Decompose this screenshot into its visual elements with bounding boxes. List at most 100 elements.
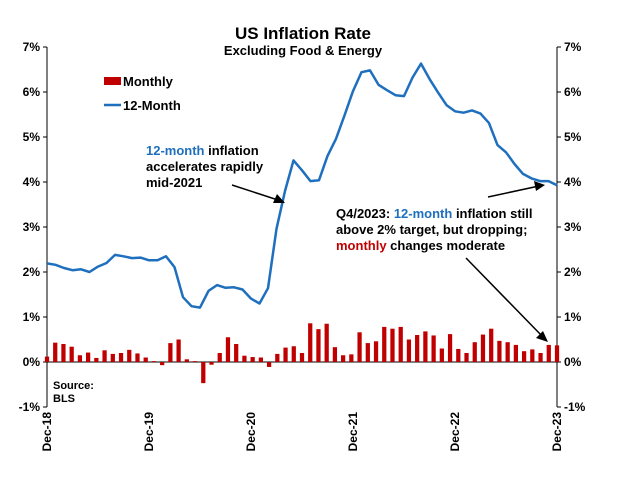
y-tick-label-right: 5%	[564, 130, 582, 144]
monthly-bar	[275, 353, 280, 362]
y-tick-label-left: 0%	[23, 355, 41, 369]
monthly-bar	[61, 344, 66, 362]
annotation-1-blue: 12-month	[146, 143, 205, 158]
monthly-bar	[217, 353, 222, 362]
monthly-bar	[176, 339, 181, 362]
monthly-bar	[521, 351, 527, 362]
annotation-2-arrow-up	[487, 185, 540, 198]
monthly-bar	[151, 361, 157, 362]
monthly-bar	[373, 341, 379, 362]
monthly-bar	[53, 342, 58, 362]
monthly-bar	[456, 348, 461, 362]
monthly-bar	[291, 346, 296, 362]
chart-subtitle: Excluding Food & Energy	[224, 43, 383, 58]
y-tick-label-left: 7%	[23, 40, 41, 54]
monthly-bar	[168, 343, 173, 362]
monthly-bar	[102, 350, 107, 362]
monthly-bar	[258, 357, 263, 362]
monthly-bar	[546, 344, 551, 362]
x-axis: Dec-18 Dec-19 Dec-20 Dec-21 Dec-22 Dec-23	[40, 412, 564, 452]
annotation-1-rest: inflation	[205, 143, 259, 158]
annotation-acceleration: 12-month inflation accelerates rapidly m…	[146, 143, 285, 203]
monthly-bar	[242, 355, 247, 362]
monthly-bar	[143, 357, 148, 362]
monthly-bar	[447, 334, 453, 362]
y-tick-label-left: 3%	[23, 220, 41, 234]
monthly-bar	[201, 362, 206, 384]
monthly-bar	[44, 356, 50, 362]
y-axis-left: 7% 6% 5% 4% 3% 2% 1% 0% -1%	[19, 40, 47, 414]
annotation-1-line3: mid-2021	[146, 175, 202, 190]
monthly-bar	[283, 347, 288, 362]
x-tick-label: Dec-23	[550, 412, 564, 452]
y-tick-label-right: 3%	[564, 220, 582, 234]
monthly-bar	[184, 359, 189, 362]
annotation-2-line3: monthly changes moderate	[336, 238, 505, 253]
y-tick-label-right: 7%	[564, 40, 582, 54]
annotation-1-line1: 12-month inflation	[146, 143, 259, 158]
monthly-bar	[365, 343, 370, 362]
x-tick-label: Dec-20	[244, 412, 258, 452]
annotation-2-line2: above 2% target, but dropping;	[336, 222, 527, 237]
annotation-2-arrow-down	[465, 257, 544, 338]
y-axis-right: 7% 6% 5% 4% 3% 2% 1% 0% -1%	[557, 40, 586, 414]
source-label: Source:	[53, 380, 94, 392]
monthly-bar	[431, 335, 436, 362]
y-tick-label-right: 0%	[564, 355, 582, 369]
monthly-bar	[423, 331, 428, 362]
annotation-1-line2: accelerates rapidly	[146, 159, 264, 174]
monthly-bar	[390, 328, 395, 362]
monthly-bar	[250, 357, 255, 362]
annotation-q4-2023: Q4/2023: 12-month inflation still above …	[336, 181, 548, 342]
source-value: BLS	[53, 393, 75, 405]
monthly-bar	[538, 353, 543, 362]
annotation-2-black: Q4/2023:	[336, 206, 394, 221]
y-tick-label-left: 6%	[23, 85, 41, 99]
monthly-bar	[308, 323, 313, 362]
annotation-1-arrowhead	[273, 194, 285, 203]
y-tick-label-left: 4%	[23, 175, 41, 189]
monthly-bar	[266, 362, 272, 367]
monthly-bar	[192, 361, 198, 362]
monthly-bar	[530, 349, 535, 362]
monthly-bar	[127, 349, 132, 362]
annotation-2-rest3: changes moderate	[387, 238, 506, 253]
monthly-bar	[299, 353, 305, 362]
monthly-bar	[86, 352, 91, 362]
annotation-1-arrow	[231, 184, 282, 202]
monthly-bars	[44, 323, 560, 384]
x-tick-label: Dec-19	[142, 412, 156, 452]
monthly-bar	[118, 353, 124, 362]
y-tick-label-left: -1%	[19, 400, 41, 414]
monthly-bar	[316, 329, 321, 362]
monthly-bar	[225, 337, 231, 362]
monthly-bar	[234, 344, 239, 362]
annotation-2-line1: Q4/2023: 12-month inflation still	[336, 206, 533, 221]
monthly-bar	[135, 353, 140, 362]
monthly-bar	[357, 332, 362, 362]
chart-title: US Inflation Rate	[235, 24, 371, 43]
monthly-bar	[554, 345, 560, 362]
legend-12month-label: 12-Month	[123, 98, 181, 113]
annotation-2-rest1: inflation still	[452, 206, 532, 221]
monthly-bar	[398, 326, 403, 362]
monthly-bar	[382, 326, 387, 362]
monthly-bar	[489, 328, 494, 362]
y-tick-label-right: 4%	[564, 175, 582, 189]
monthly-bar	[160, 362, 165, 366]
x-tick-label: Dec-18	[40, 412, 54, 452]
annotation-2-red: monthly	[336, 238, 387, 253]
monthly-bar	[406, 339, 412, 362]
annotation-2-blue: 12-month	[394, 206, 453, 221]
annotation-2-arrowhead-down	[536, 331, 548, 342]
legend: Monthly 12-Month	[104, 74, 181, 113]
y-tick-label-right: 6%	[564, 85, 582, 99]
annotation-2-arrowhead-up	[534, 181, 545, 191]
y-tick-label-right: 1%	[564, 310, 582, 324]
legend-monthly-label: Monthly	[123, 74, 174, 89]
monthly-bar	[439, 348, 444, 362]
monthly-bar	[94, 357, 99, 362]
y-tick-label-right: 2%	[564, 265, 582, 279]
x-tick-label: Dec-21	[346, 412, 360, 452]
